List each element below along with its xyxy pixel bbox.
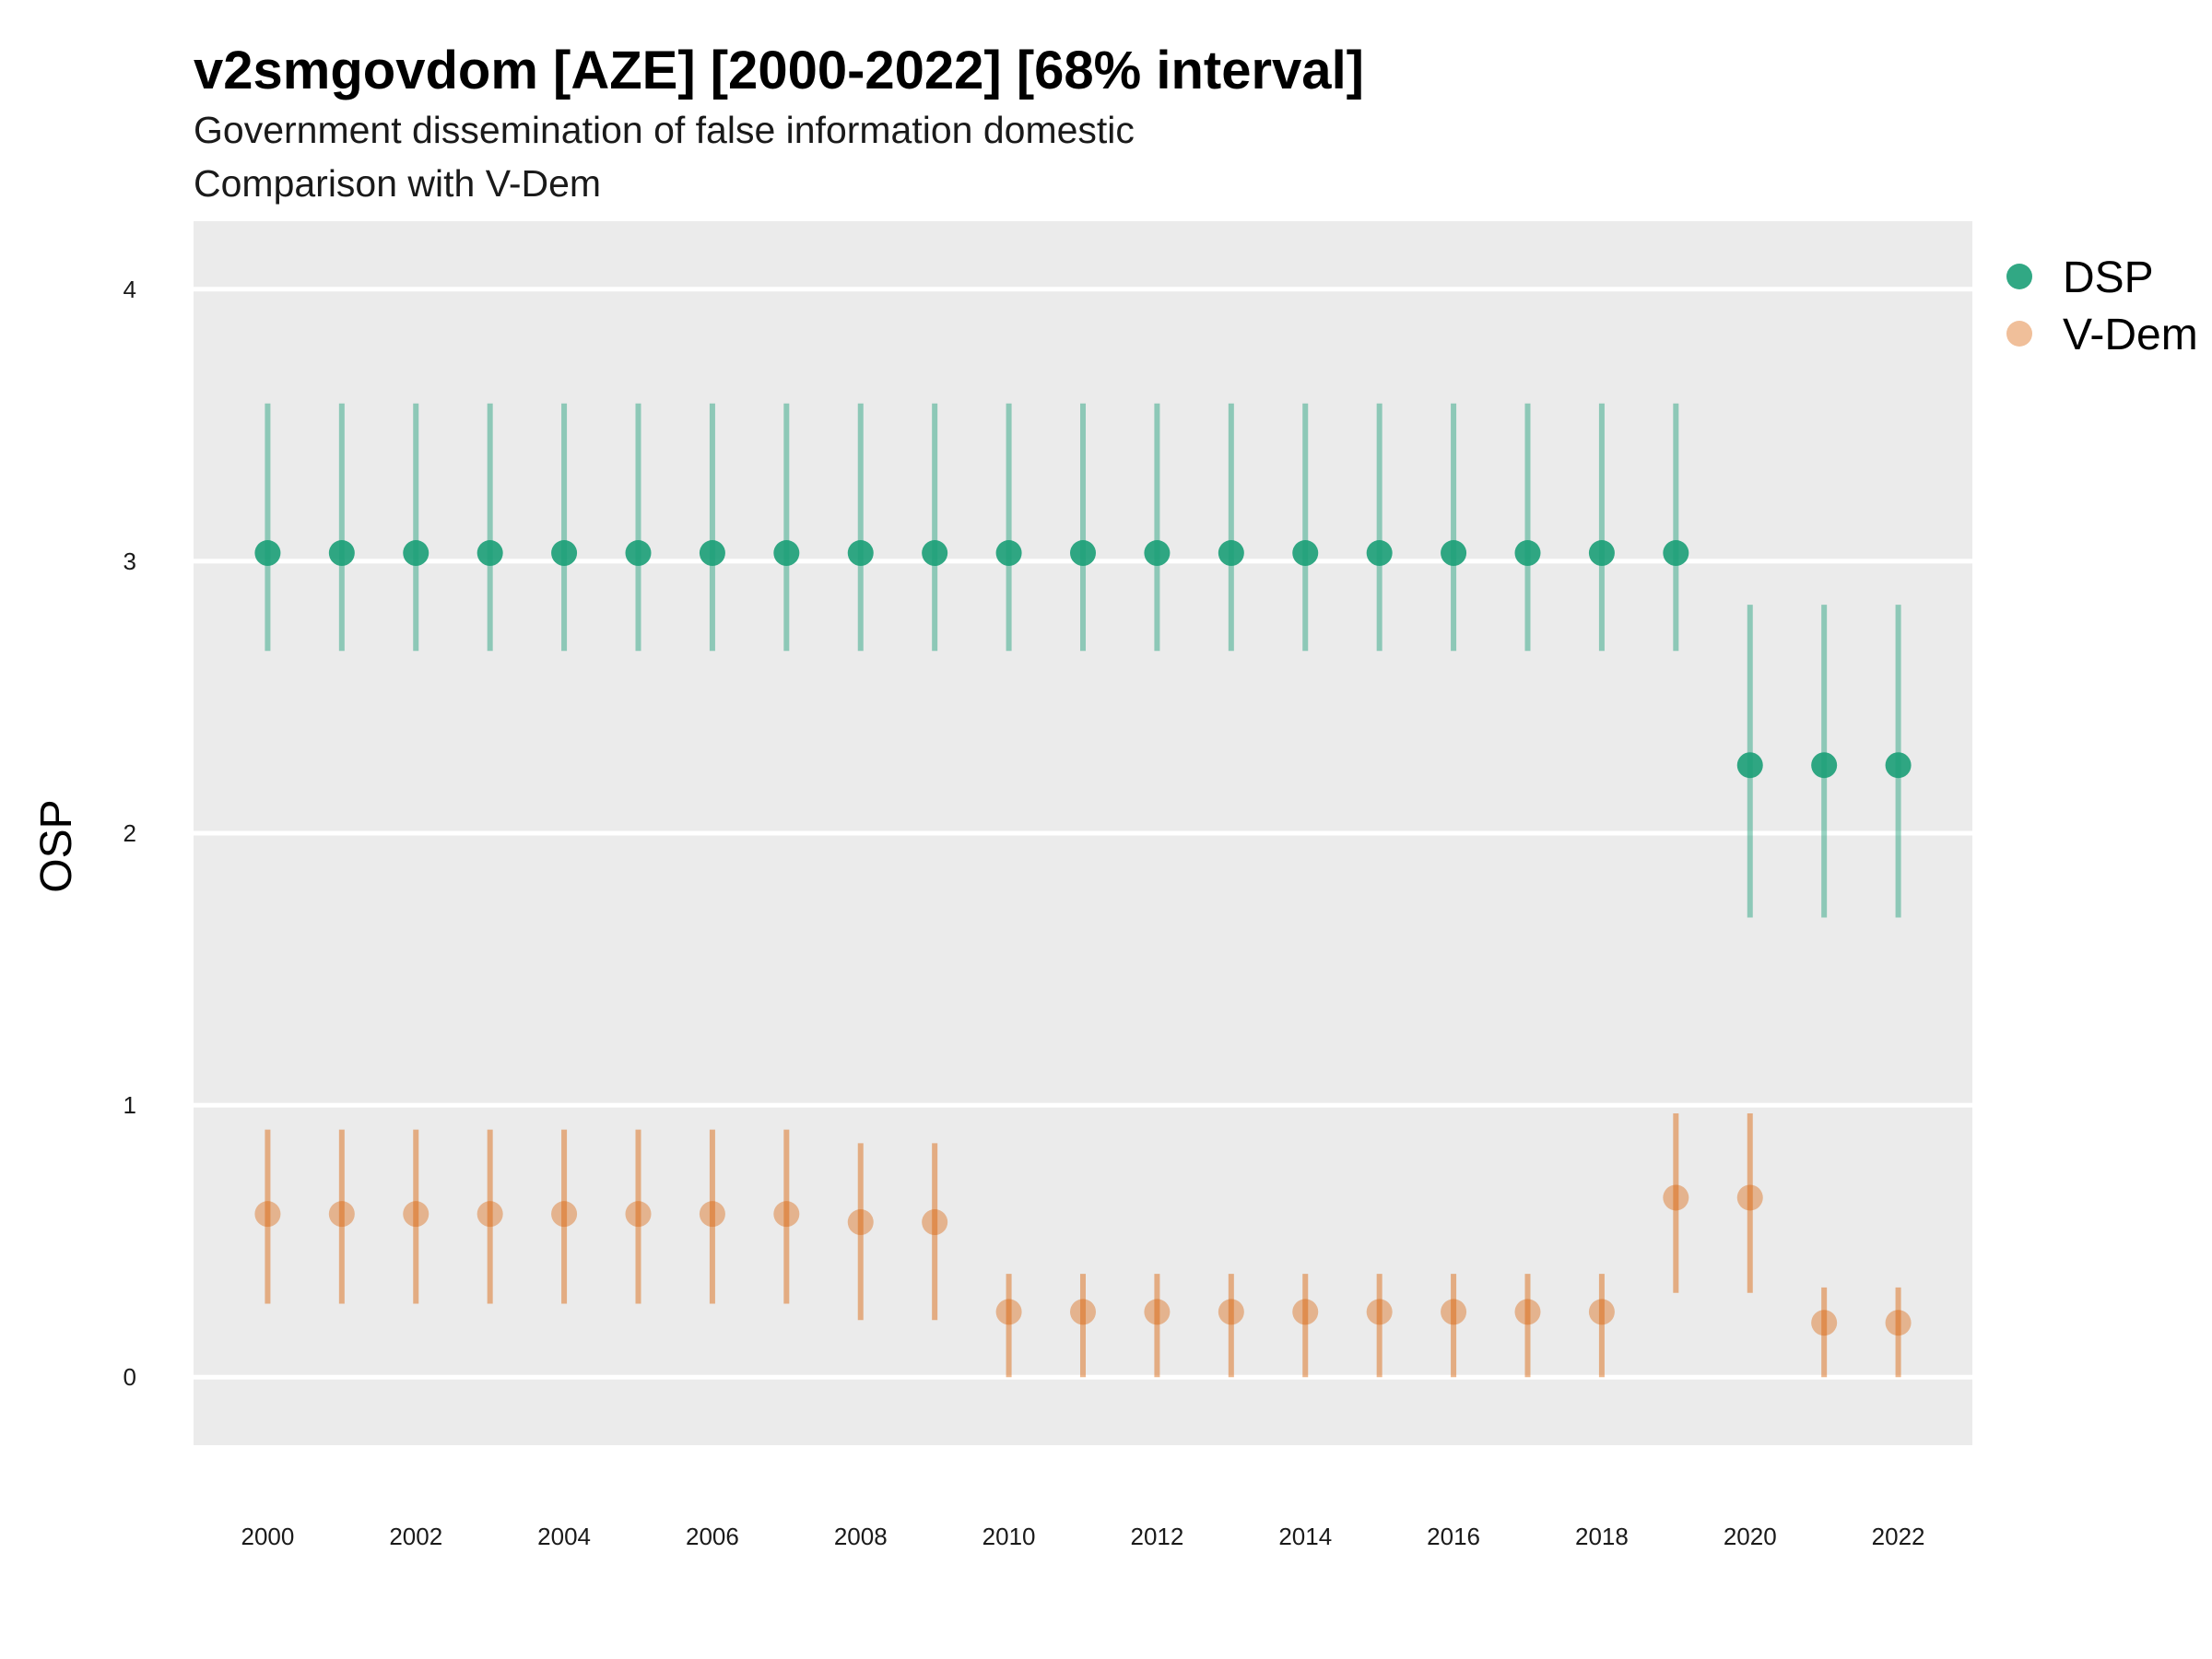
data-point-dsp <box>922 540 948 567</box>
y-tick-label: 1 <box>124 1091 136 1119</box>
data-point-dsp <box>1441 540 1467 567</box>
y-tick-label: 3 <box>124 547 136 575</box>
y-tick-label: 4 <box>124 276 136 303</box>
data-point-v-dem <box>1885 1310 1912 1336</box>
data-point-dsp <box>1588 540 1615 567</box>
series-layer <box>254 403 1912 1378</box>
data-point-v-dem <box>1292 1299 1319 1325</box>
series-v-dem <box>254 1112 1912 1378</box>
data-point-dsp <box>328 540 355 567</box>
data-point-v-dem <box>773 1201 800 1228</box>
x-tick-label: 2006 <box>686 1523 739 1550</box>
data-point-v-dem <box>1144 1299 1171 1325</box>
data-point-v-dem <box>1070 1299 1096 1325</box>
x-tick-label: 2010 <box>982 1523 1036 1550</box>
x-tick-labels: 2000 2002 2004 2006 2008 2010 2012 2014 2016 2018… <box>241 1523 1924 1550</box>
legend-marker-vdem <box>2006 321 2032 347</box>
x-tick-label: 2002 <box>389 1523 442 1550</box>
data-point-v-dem <box>922 1209 948 1236</box>
x-tick-label: 2022 <box>1872 1523 1925 1550</box>
data-point-v-dem <box>1588 1299 1615 1325</box>
y-axis-label: OSP <box>32 799 81 892</box>
x-tick-label: 2004 <box>537 1523 591 1550</box>
data-point-dsp <box>1218 540 1244 567</box>
x-tick-label: 2008 <box>834 1523 888 1550</box>
data-point-v-dem <box>328 1201 355 1228</box>
data-point-v-dem <box>477 1201 503 1228</box>
legend-label-vdem: V-Dem <box>2063 311 2198 359</box>
x-tick-label: 2016 <box>1427 1523 1480 1550</box>
x-tick-label: 2018 <box>1575 1523 1629 1550</box>
data-point-v-dem <box>551 1201 578 1228</box>
data-point-dsp <box>477 540 503 567</box>
data-point-dsp <box>699 540 725 567</box>
data-point-dsp <box>551 540 578 567</box>
data-point-dsp <box>1885 752 1912 779</box>
data-point-dsp <box>995 540 1022 567</box>
series-dsp <box>254 403 1912 918</box>
y-tick-label: 2 <box>124 819 136 847</box>
data-point-v-dem <box>699 1201 725 1228</box>
data-point-v-dem <box>847 1209 874 1236</box>
data-point-dsp <box>1292 540 1319 567</box>
data-point-v-dem <box>403 1201 429 1228</box>
data-point-dsp <box>1663 540 1689 567</box>
data-point-v-dem <box>254 1201 281 1228</box>
data-point-v-dem <box>1218 1299 1244 1325</box>
data-point-dsp <box>1514 540 1541 567</box>
y-tick-label: 0 <box>124 1363 136 1391</box>
chart-caption-line: Comparison with V-Dem <box>194 162 601 205</box>
data-point-v-dem <box>1366 1299 1393 1325</box>
data-point-dsp <box>1366 540 1393 567</box>
data-point-v-dem <box>625 1201 652 1228</box>
x-tick-label: 2014 <box>1278 1523 1332 1550</box>
x-tick-label: 2000 <box>241 1523 294 1550</box>
x-tick-label: 2020 <box>1724 1523 1777 1550</box>
data-point-v-dem <box>1811 1310 1838 1336</box>
x-tick-label: 2012 <box>1130 1523 1183 1550</box>
data-point-dsp <box>1144 540 1171 567</box>
data-point-dsp <box>403 540 429 567</box>
data-point-dsp <box>773 540 800 567</box>
data-point-dsp <box>1811 752 1838 779</box>
data-point-dsp <box>1070 540 1096 567</box>
chart-subtitle: Government dissemination of false inform… <box>194 109 1135 151</box>
data-point-v-dem <box>1736 1184 1763 1211</box>
data-point-dsp <box>1736 752 1763 779</box>
data-point-v-dem <box>1663 1184 1689 1211</box>
legend: DSP V-Dem <box>2006 253 2198 359</box>
data-point-dsp <box>625 540 652 567</box>
data-point-dsp <box>847 540 874 567</box>
data-point-dsp <box>254 540 281 567</box>
legend-marker-dsp <box>2006 264 2032 289</box>
data-point-v-dem <box>1514 1299 1541 1325</box>
legend-label-dsp: DSP <box>2063 253 2154 302</box>
y-tick-labels: 0 1 2 3 4 <box>124 276 136 1391</box>
chart-title: v2smgovdom [AZE] [2000-2022] [68% interv… <box>194 41 1364 100</box>
data-point-v-dem <box>995 1299 1022 1325</box>
data-point-v-dem <box>1441 1299 1467 1325</box>
